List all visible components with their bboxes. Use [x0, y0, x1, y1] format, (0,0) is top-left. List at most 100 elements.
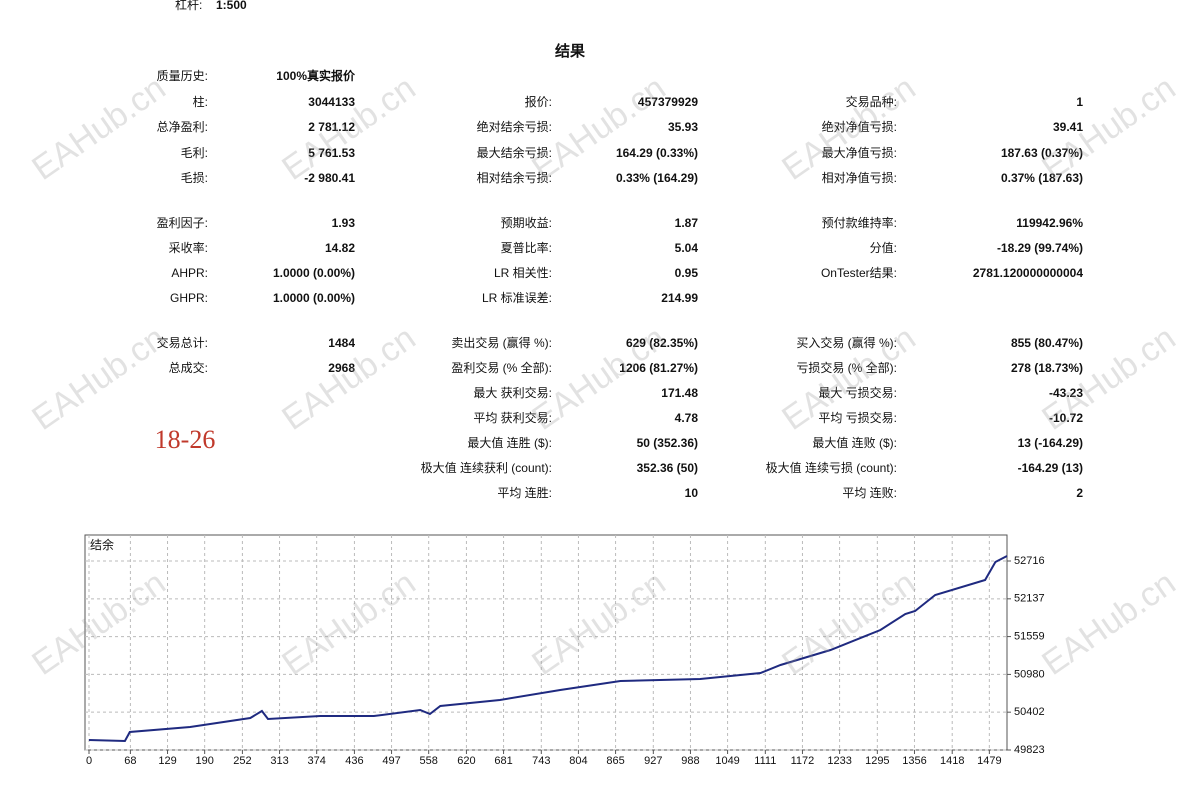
x-tick-label: 558 — [420, 755, 438, 767]
stat-label: 夏普比率: — [501, 240, 552, 255]
x-tick-label: 1172 — [791, 755, 815, 767]
stat-value: 1.93 — [332, 216, 356, 230]
stat-label: 相对净值亏损: — [822, 170, 897, 185]
stat-label: 平均 连败: — [842, 485, 897, 500]
watermark: EAHub.cn — [25, 69, 172, 188]
stat-value: -10.72 — [1049, 411, 1083, 425]
stat-label: 报价: — [525, 94, 552, 109]
stat-label: LR 相关性: — [494, 266, 552, 280]
stat-label: LR 标准误差: — [482, 291, 552, 305]
stat-value: 100%真实报价 — [276, 68, 356, 83]
stat-value: 2968 — [328, 361, 355, 375]
stat-label: 相对结余亏损: — [477, 170, 552, 185]
stat-label: 毛利: — [181, 146, 208, 160]
stat-value: 0.33% (164.29) — [616, 171, 698, 185]
stat-value: 214.99 — [661, 291, 698, 305]
stat-label: 绝对净值亏损: — [822, 119, 897, 134]
stat-label: 平均 获利交易: — [473, 410, 552, 425]
x-tick-label: 927 — [644, 755, 662, 767]
balance-line — [88, 555, 1008, 743]
x-tick-label: 436 — [345, 755, 363, 767]
stat-value: 5.04 — [675, 241, 699, 255]
stat-label: GHPR: — [170, 291, 208, 305]
y-tick-label: 50980 — [1014, 668, 1045, 680]
x-tick-label: 68 — [124, 755, 136, 767]
stat-value: 171.48 — [661, 386, 698, 400]
stat-value: 0.37% (187.63) — [1001, 171, 1083, 185]
stat-value: 1206 (81.27%) — [619, 361, 698, 375]
x-tick-label: 743 — [532, 755, 550, 767]
stat-label: 最大值 连胜 ($): — [467, 435, 552, 450]
x-tick-label: 1111 — [754, 755, 776, 767]
stat-label: 盈利因子: — [157, 216, 208, 230]
annotation: 18-26 — [155, 425, 216, 454]
x-tick-label: 865 — [606, 755, 624, 767]
leverage-label: 杠杆: — [175, 0, 202, 12]
stat-label: 绝对结余亏损: — [477, 119, 552, 134]
stat-value: 50 (352.36) — [637, 436, 698, 450]
x-tick-label: 1049 — [715, 755, 739, 767]
stat-value: 1.87 — [675, 216, 699, 230]
stat-label: 平均 亏损交易: — [818, 410, 897, 425]
x-tick-label: 804 — [569, 755, 587, 767]
x-tick-label: 1418 — [940, 755, 964, 767]
watermark: EAHub.cn — [275, 69, 422, 188]
stat-label: 预期收益: — [501, 216, 552, 230]
stat-label: 柱: — [193, 94, 208, 109]
stat-label: 质量历史: — [157, 69, 208, 83]
stat-value: 1484 — [328, 336, 355, 350]
stat-label: 盈利交易 (% 全部): — [451, 360, 552, 375]
stat-label: 分值: — [870, 240, 897, 255]
x-tick-label: 1479 — [977, 755, 1001, 767]
leverage-value: 1:500 — [216, 0, 247, 12]
stat-label: 平均 连胜: — [497, 485, 552, 500]
stat-value: 39.41 — [1053, 120, 1083, 134]
stat-label: 总净盈利: — [157, 120, 208, 134]
stat-label: AHPR: — [171, 266, 208, 280]
stat-value: 119942.96% — [1016, 216, 1083, 230]
stat-value: 35.93 — [668, 120, 698, 134]
stat-label: 最大结余亏损: — [477, 145, 552, 160]
stat-value: 1.0000 (0.00%) — [273, 291, 355, 305]
stat-label: 毛损: — [181, 171, 208, 185]
stat-label: 采收率: — [169, 240, 208, 255]
watermark: EAHub.cn — [25, 319, 172, 438]
stat-value: 14.82 — [325, 241, 355, 255]
stat-label: 总成交: — [169, 360, 208, 375]
chart-title: 结余 — [90, 537, 114, 552]
stat-value: 2 — [1076, 486, 1083, 500]
stat-label: 亏损交易 (% 全部): — [796, 360, 897, 375]
stat-value: -164.29 (13) — [1018, 461, 1083, 475]
y-tick-label: 49823 — [1014, 744, 1045, 756]
stat-value: 10 — [685, 486, 699, 500]
stat-value: 1.0000 (0.00%) — [273, 266, 355, 280]
stat-value: -18.29 (99.74%) — [997, 241, 1083, 255]
x-tick-label: 1356 — [902, 755, 926, 767]
x-tick-label: 681 — [494, 755, 512, 767]
x-tick-label: 252 — [233, 755, 251, 767]
x-tick-label: 1233 — [827, 755, 851, 767]
watermark: EAHub.cn — [775, 69, 922, 188]
stat-value: 278 (18.73%) — [1011, 361, 1083, 375]
y-tick-label: 52137 — [1014, 593, 1045, 605]
x-tick-label: 0 — [86, 755, 92, 767]
x-tick-label: 129 — [158, 755, 176, 767]
stat-value: 629 (82.35%) — [626, 336, 698, 350]
x-tick-label: 374 — [307, 755, 325, 767]
y-tick-label: 50402 — [1014, 706, 1045, 718]
stat-label: OnTester结果: — [821, 266, 897, 280]
stat-label: 最大净值亏损: — [822, 145, 897, 160]
stat-label: 卖出交易 (赢得 %): — [451, 335, 552, 350]
stat-value: 1 — [1076, 95, 1083, 109]
stat-value: -2 980.41 — [304, 171, 355, 185]
stat-label: 极大值 连续亏损 (count): — [766, 460, 897, 475]
stat-label: 预付款维持率: — [822, 215, 897, 230]
stat-value: 2 781.12 — [308, 120, 355, 134]
stat-value: 855 (80.47%) — [1011, 336, 1083, 350]
stat-label: 最大值 连败 ($): — [812, 435, 897, 450]
stat-value: 0.95 — [675, 266, 699, 280]
stat-value: 164.29 (0.33%) — [616, 146, 698, 160]
y-tick-label: 52716 — [1014, 555, 1045, 567]
